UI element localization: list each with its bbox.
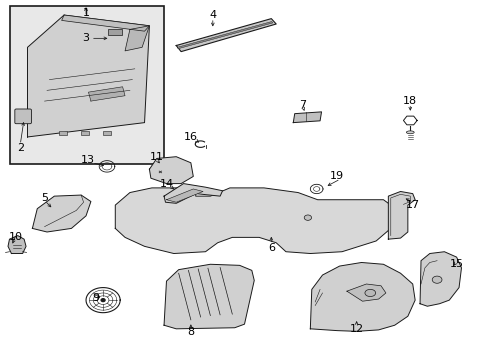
- Polygon shape: [387, 192, 414, 239]
- Polygon shape: [310, 262, 414, 331]
- Text: 18: 18: [403, 96, 416, 106]
- Text: 6: 6: [267, 243, 274, 253]
- Bar: [10, 6, 163, 164]
- Text: 1: 1: [82, 8, 89, 18]
- Text: 10: 10: [9, 232, 23, 242]
- Polygon shape: [163, 264, 254, 329]
- Polygon shape: [176, 19, 276, 51]
- Polygon shape: [163, 184, 222, 203]
- Polygon shape: [149, 157, 193, 184]
- Bar: [81, 131, 89, 135]
- Text: 7: 7: [299, 100, 306, 110]
- Polygon shape: [61, 15, 149, 31]
- Text: 14: 14: [159, 179, 173, 189]
- Ellipse shape: [431, 276, 441, 283]
- Ellipse shape: [406, 131, 413, 134]
- Text: 8: 8: [187, 327, 194, 337]
- Polygon shape: [166, 189, 203, 202]
- Text: 19: 19: [329, 171, 344, 181]
- FancyBboxPatch shape: [15, 109, 31, 124]
- Text: 17: 17: [405, 200, 419, 210]
- Ellipse shape: [364, 289, 375, 297]
- Polygon shape: [125, 26, 149, 51]
- Text: 3: 3: [82, 33, 89, 43]
- Text: 12: 12: [349, 324, 363, 334]
- Polygon shape: [115, 188, 390, 253]
- Polygon shape: [88, 87, 125, 101]
- Ellipse shape: [101, 299, 105, 302]
- Text: 15: 15: [448, 259, 463, 269]
- Bar: [103, 131, 111, 135]
- Polygon shape: [293, 112, 321, 123]
- Polygon shape: [177, 22, 272, 49]
- Polygon shape: [419, 252, 461, 306]
- Text: 5: 5: [41, 193, 48, 203]
- Text: 13: 13: [81, 155, 94, 165]
- Text: 16: 16: [183, 132, 198, 142]
- Bar: [59, 131, 67, 135]
- Text: 2: 2: [17, 143, 24, 153]
- Bar: [108, 29, 122, 35]
- Text: 9: 9: [92, 293, 99, 303]
- Polygon shape: [27, 15, 149, 137]
- Polygon shape: [32, 195, 91, 232]
- Polygon shape: [8, 235, 26, 253]
- Text: 11: 11: [149, 152, 163, 162]
- Text: 4: 4: [209, 10, 216, 20]
- Ellipse shape: [304, 215, 311, 220]
- Polygon shape: [346, 284, 385, 301]
